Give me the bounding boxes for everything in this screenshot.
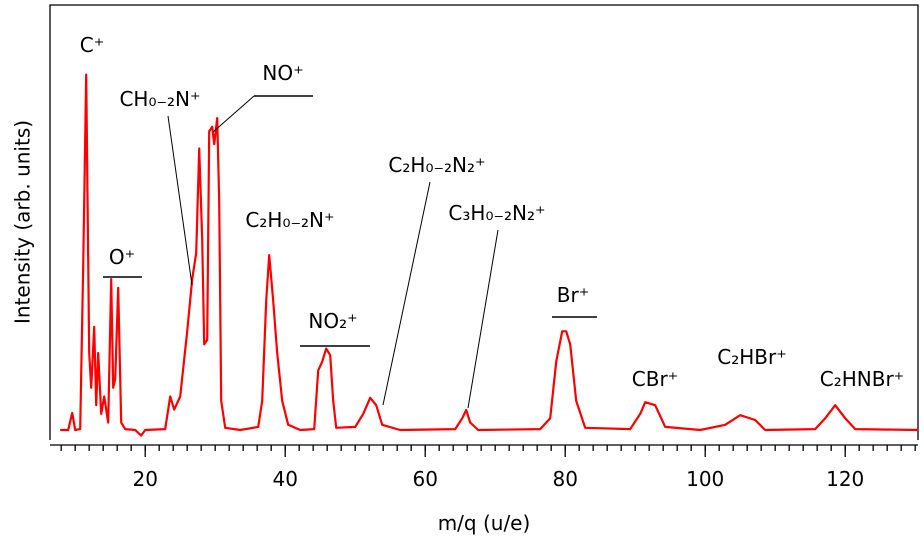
leader-line <box>382 181 431 406</box>
leader-line <box>212 95 255 133</box>
x-tick-label: 100 <box>686 467 724 491</box>
y-axis-label: Intensity (arb. units) <box>11 120 35 324</box>
x-tick-label: 80 <box>552 467 577 491</box>
peak-label: C₂H₀₋₂N₂⁺ <box>388 153 485 177</box>
leader-line <box>167 115 193 286</box>
peak-label: Br⁺ <box>557 283 590 307</box>
peak-label: C⁺ <box>80 33 105 57</box>
x-axis-label: m/q (u/e) <box>438 511 531 535</box>
peak-label: C₂HBr⁺ <box>717 345 787 369</box>
peak-label: NO₂⁺ <box>308 309 357 333</box>
x-tick-label: 40 <box>272 467 297 491</box>
x-tick-label: 120 <box>826 467 864 491</box>
leader-line <box>467 229 499 409</box>
peak-label: C₂H₀₋₂N⁺ <box>245 208 334 232</box>
peak-label: O⁺ <box>109 245 135 269</box>
x-tick-label: 20 <box>132 467 157 491</box>
peak-label: C₃H₀₋₂N₂⁺ <box>448 201 545 225</box>
peak-label: CBr⁺ <box>632 367 678 391</box>
x-tick-label: 60 <box>412 467 437 491</box>
plot-frame <box>49 4 919 440</box>
peak-label: C₂HNBr⁺ <box>820 367 904 391</box>
peak-label: NO⁺ <box>262 61 303 85</box>
peak-label: CH₀₋₂N⁺ <box>119 87 200 111</box>
spectrum-line <box>60 73 919 437</box>
